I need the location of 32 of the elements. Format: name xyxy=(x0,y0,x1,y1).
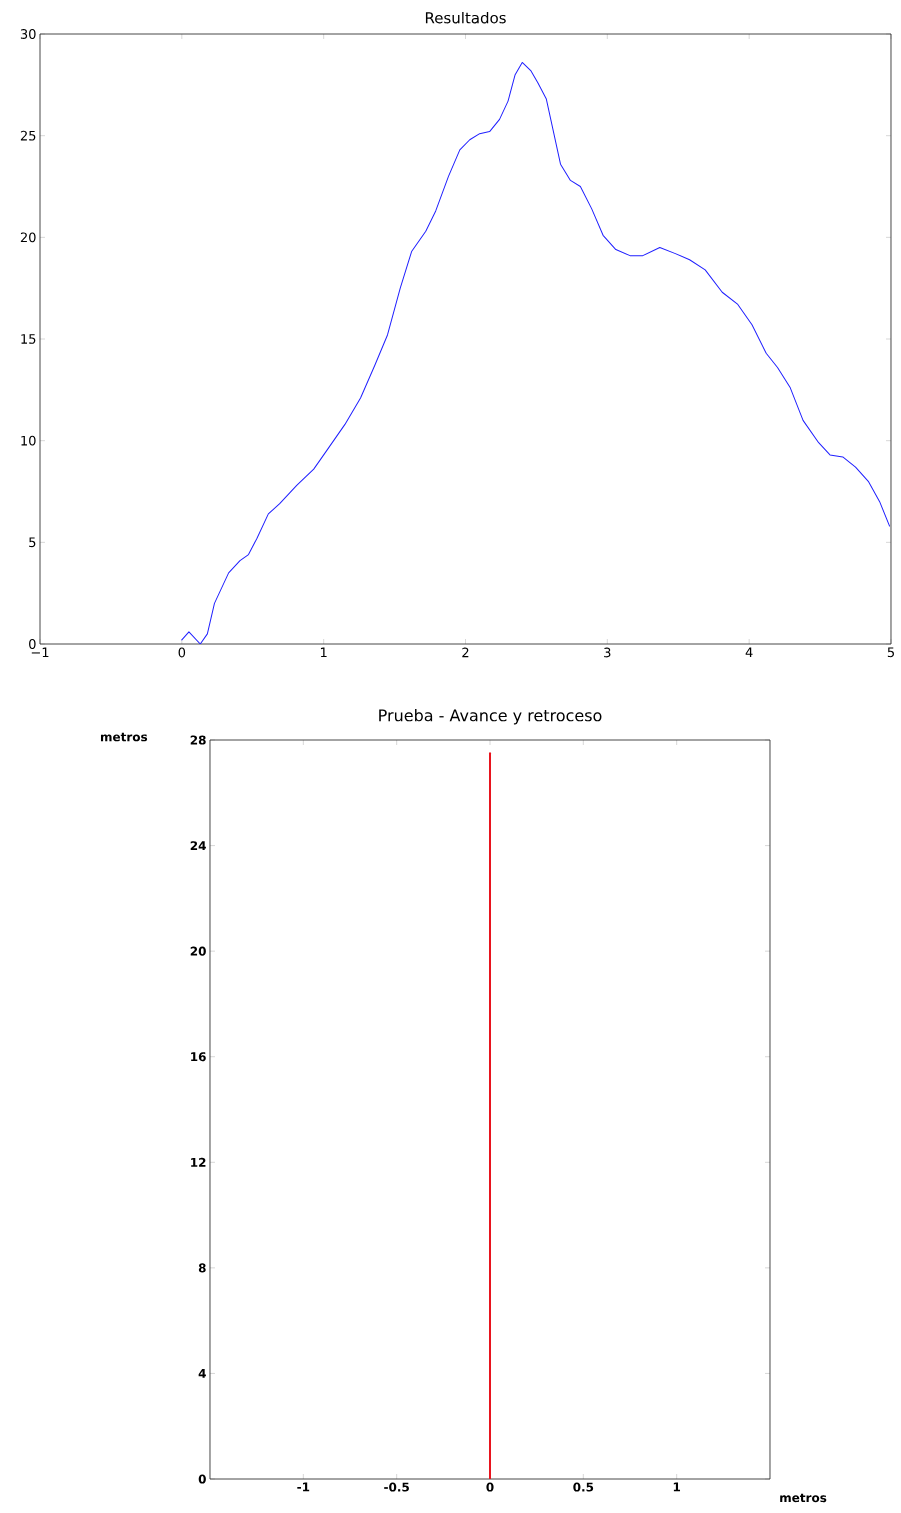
y-tick-label: 16 xyxy=(191,1052,206,1062)
y-tick-label: 28 xyxy=(190,735,206,745)
x-tick-label: 1 xyxy=(673,1482,681,1492)
y-tick-label: 25 xyxy=(20,130,36,141)
x-tick-label: −1 xyxy=(31,647,49,658)
x-tick-label: 4 xyxy=(745,647,753,658)
x-tick-label: 0.5 xyxy=(573,1482,594,1492)
y-tick-label: 20 xyxy=(190,946,206,956)
x-tick-label: 1 xyxy=(320,647,327,658)
x-axis-title: metros xyxy=(780,1493,827,1503)
y-tick-label: 30 xyxy=(20,29,36,39)
x-tick-label: 0 xyxy=(178,647,186,658)
y-tick-label: 0 xyxy=(198,1474,206,1484)
y-axis-title: metros xyxy=(100,732,148,742)
y-tick-label: 15 xyxy=(21,334,36,344)
x-tick-label: 0 xyxy=(486,1482,494,1492)
y-tick-label: 10 xyxy=(21,435,36,446)
x-tick-label: 2 xyxy=(462,647,469,658)
y-tick-label: 8 xyxy=(198,1263,206,1273)
y-tick-label: 0 xyxy=(29,639,36,649)
y-tick-label: 12 xyxy=(191,1157,206,1167)
x-tick-label: 3 xyxy=(604,647,611,658)
y-tick-label: 24 xyxy=(190,841,206,851)
y-tick-label: 4 xyxy=(198,1369,206,1378)
chart-title: Prueba - Avance y retroceso xyxy=(379,709,602,725)
x-tick-label: 5 xyxy=(887,647,894,658)
chart-title: Resultados xyxy=(425,11,506,24)
x-tick-label: -0.5 xyxy=(384,1482,409,1492)
x-tick-label: -1 xyxy=(297,1482,310,1492)
y-tick-label: 20 xyxy=(20,232,36,243)
y-tick-label: 5 xyxy=(29,537,36,548)
line-series xyxy=(181,61,891,645)
